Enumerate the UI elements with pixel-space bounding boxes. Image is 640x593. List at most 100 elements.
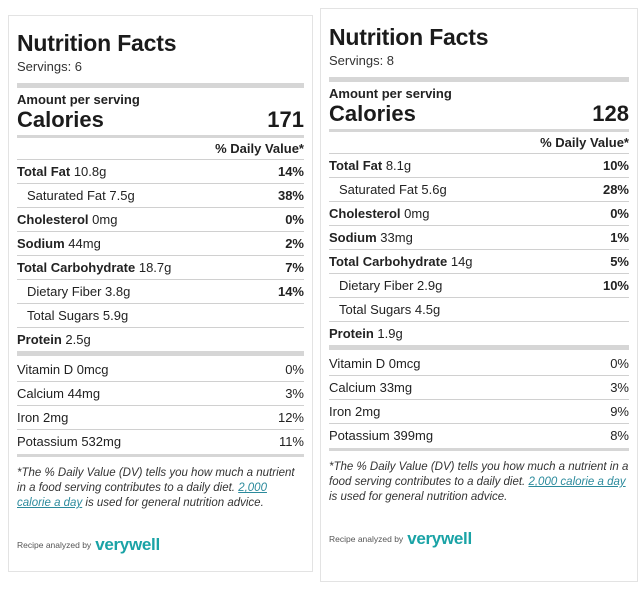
nutrient-dv: 5% bbox=[610, 254, 629, 269]
divider-thick bbox=[329, 345, 629, 350]
servings: Servings: 6 bbox=[17, 59, 83, 74]
vitamin-name: Iron bbox=[329, 404, 352, 419]
nutrient-name: Protein bbox=[17, 332, 62, 347]
nutrient-name: Sodium bbox=[329, 230, 377, 245]
vitamin-name: Calcium bbox=[17, 386, 64, 401]
nutrient-dv: 0% bbox=[610, 206, 629, 221]
nutrient-name: Dietary Fiber bbox=[27, 284, 102, 299]
vitamin-row-iron: Iron 2mg 12% bbox=[17, 406, 304, 430]
vitamin-dv: 9% bbox=[610, 404, 629, 419]
vitamin-dv: 12% bbox=[277, 410, 304, 425]
calories-label: Calories bbox=[329, 101, 416, 126]
nutrition-title: Nutrition Facts bbox=[329, 24, 489, 50]
nutrient-amount: 18.7g bbox=[138, 260, 172, 275]
nutrient-name: Sodium bbox=[17, 236, 65, 251]
calories-value: 128 bbox=[592, 101, 629, 126]
verywell-logo: verywell bbox=[95, 535, 160, 554]
nutrient-name: Cholesterol bbox=[17, 212, 89, 227]
nutrition-title: Nutrition Facts bbox=[17, 30, 177, 56]
vitamin-row-potassium: Potassium 532mg 11% bbox=[17, 430, 304, 453]
nutrient-amount: 2.5g bbox=[65, 332, 91, 347]
vitamin-row-potassium: Potassium 399mg 8% bbox=[329, 424, 629, 447]
nutrient-amount: 5.9g bbox=[102, 308, 129, 323]
nutrient-name: Total Fat bbox=[329, 158, 383, 173]
vitamin-name: Vitamin D bbox=[329, 356, 386, 371]
nutrient-name: Dietary Fiber bbox=[339, 278, 414, 293]
vitamin-row-vitamin-d: Vitamin D 0mcg 0% bbox=[329, 352, 629, 376]
divider-medium bbox=[17, 135, 304, 138]
nutrient-amount: 8.1g bbox=[385, 158, 412, 173]
nutrient-row-dietary-fiber: Dietary Fiber 2.9g 10% bbox=[329, 274, 629, 298]
divider-medium bbox=[329, 129, 629, 132]
vitamin-dv: 0% bbox=[285, 362, 304, 377]
footnote: *The % Daily Value (DV) tells you how mu… bbox=[17, 467, 295, 509]
nutrient-amount: 4.5g bbox=[414, 302, 441, 317]
vitamin-name: Vitamin D bbox=[17, 362, 74, 377]
vitamin-row-iron: Iron 2mg 9% bbox=[329, 400, 629, 424]
vitamin-amount: 0mcg bbox=[76, 362, 109, 377]
nutrient-dv: 7% bbox=[285, 260, 304, 275]
nutrient-name: Total Carbohydrate bbox=[329, 254, 448, 269]
calorie-link[interactable]: 2,000 calorie a day bbox=[528, 476, 626, 488]
nutrient-amount: 33mg bbox=[380, 230, 413, 245]
nutrient-amount: 7.5g bbox=[109, 188, 135, 203]
nutrient-amount: 44mg bbox=[68, 236, 101, 251]
nutrient-name: Total Carbohydrate bbox=[17, 260, 136, 275]
nutrient-name: Total Fat bbox=[17, 164, 71, 179]
nutrition-panel-right: Nutrition Facts Servings: 8 Amount per s… bbox=[320, 8, 638, 582]
nutrient-dv: 1% bbox=[610, 230, 629, 245]
nutrient-row-protein: Protein 1.9g bbox=[329, 322, 629, 345]
divider-thick bbox=[329, 77, 629, 82]
nutrient-row-cholesterol: Cholesterol 0mg 0% bbox=[17, 208, 304, 232]
servings: Servings: 8 bbox=[329, 53, 395, 68]
nutrition-panel-left: Nutrition Facts Servings: 6 Amount per s… bbox=[8, 15, 313, 572]
vitamin-name: Potassium bbox=[329, 428, 390, 443]
analyzed-by-label: Recipe analyzed by bbox=[329, 534, 404, 544]
nutrient-dv: 10% bbox=[602, 158, 629, 173]
vitamin-amount: 33mg bbox=[379, 380, 413, 395]
nutrient-dv: 28% bbox=[602, 182, 629, 197]
vitamin-amount: 0mcg bbox=[388, 356, 421, 371]
vitamin-amount: 532mg bbox=[81, 434, 122, 449]
nutrient-row-total-fat: Total Fat 10.8g 14% bbox=[17, 160, 304, 184]
nutrient-row-sodium: Sodium 33mg 1% bbox=[329, 226, 629, 250]
nutrient-row-total-sugars: Total Sugars 4.5g bbox=[329, 298, 629, 322]
vitamin-dv: 11% bbox=[278, 434, 304, 449]
footnote: *The % Daily Value (DV) tells you how mu… bbox=[329, 461, 629, 503]
calorie-link[interactable]: 2,000 calorie a day bbox=[17, 482, 267, 509]
nutrient-dv: 14% bbox=[277, 284, 304, 299]
nutrient-row-total-sugars: Total Sugars 5.9g bbox=[17, 304, 304, 328]
nutrient-name: Total Sugars bbox=[27, 308, 100, 323]
vitamin-amount: 399mg bbox=[393, 428, 434, 443]
vitamin-name: Calcium bbox=[329, 380, 376, 395]
analyzed-by-label: Recipe analyzed by bbox=[17, 540, 92, 550]
nutrient-dv: 14% bbox=[277, 164, 304, 179]
vitamin-dv: 3% bbox=[285, 386, 304, 401]
daily-value-header: % Daily Value* bbox=[329, 132, 629, 154]
vitamin-amount: 2mg bbox=[43, 410, 69, 425]
nutrient-row-total-fat: Total Fat 8.1g 10% bbox=[329, 154, 629, 178]
nutrient-name: Protein bbox=[329, 326, 374, 341]
vitamins-section: Vitamin D 0mcg 0% Calcium 33mg 3% Iron 2… bbox=[329, 352, 629, 451]
nutrient-amount: 2.9g bbox=[417, 278, 443, 293]
nutrient-amount: 5.6g bbox=[421, 182, 447, 197]
nutrient-amount: 3.8g bbox=[105, 284, 131, 299]
vitamin-row-calcium: Calcium 33mg 3% bbox=[329, 376, 629, 400]
analyzed-by: Recipe analyzed by verywell bbox=[329, 529, 629, 549]
calories-label: Calories bbox=[17, 107, 104, 132]
nutrient-row-sodium: Sodium 44mg 2% bbox=[17, 232, 304, 256]
vitamin-row-calcium: Calcium 44mg 3% bbox=[17, 382, 304, 406]
nutrient-dv: 0% bbox=[285, 212, 304, 227]
nutrient-dv: 2% bbox=[285, 236, 304, 251]
daily-value-header: % Daily Value* bbox=[17, 138, 304, 160]
vitamin-dv: 3% bbox=[610, 380, 629, 395]
vitamin-dv: 0% bbox=[610, 356, 629, 371]
amount-per-serving: Amount per serving bbox=[17, 92, 140, 107]
analyzed-by: Recipe analyzed by verywell bbox=[17, 535, 304, 555]
nutrient-name: Cholesterol bbox=[329, 206, 401, 221]
nutrient-dv: 10% bbox=[602, 278, 629, 293]
vitamin-name: Iron bbox=[17, 410, 40, 425]
nutrient-amount: 10.8g bbox=[73, 164, 107, 179]
nutrient-row-saturated-fat: Saturated Fat 7.5g 38% bbox=[17, 184, 304, 208]
vitamin-amount: 44mg bbox=[67, 386, 101, 401]
